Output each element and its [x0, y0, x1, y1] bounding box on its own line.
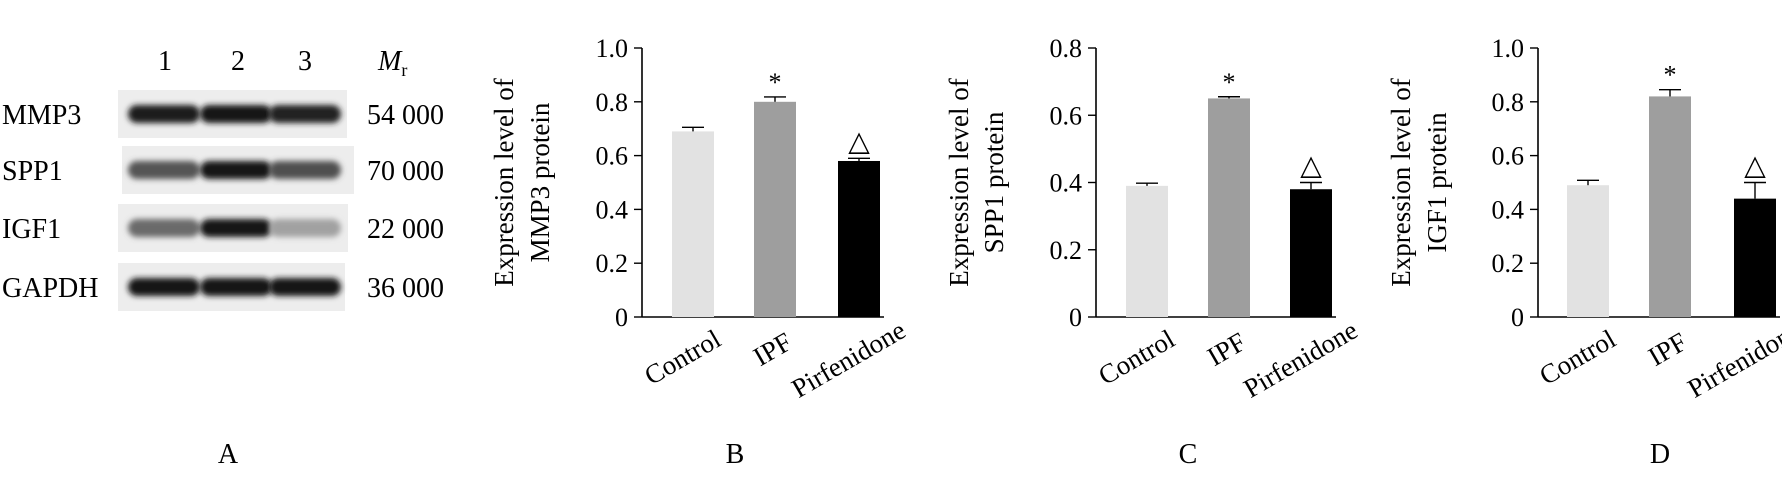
protein-label-spp1: SPP1	[2, 156, 63, 187]
y-tick-label: 0.2	[1050, 236, 1083, 265]
protein-label-mmp3: MMP3	[2, 100, 81, 131]
band-spp1-lane-1	[128, 161, 200, 179]
y-axis-label-line-2: MMP3 protein	[525, 102, 555, 262]
mr-value-igf1: 22 000	[367, 214, 444, 245]
mr-value-mmp3: 54 000	[367, 100, 444, 131]
significance-triangle: △	[1744, 151, 1766, 182]
bar-control	[672, 131, 714, 317]
bar-ipf	[754, 101, 796, 317]
y-tick-label: 0.2	[1492, 249, 1525, 278]
y-tick-label: 0.8	[1050, 34, 1083, 63]
significance-triangle: △	[848, 126, 870, 157]
significance-star: *	[1664, 61, 1677, 90]
band-gapdh-lane-3	[269, 278, 341, 296]
mr-value-spp1: 70 000	[367, 156, 444, 187]
category-label-ipf: IPF	[1643, 326, 1692, 371]
lane-label-2: 2	[231, 46, 245, 77]
panel-label-a: A	[218, 439, 239, 470]
y-tick-label: 0	[615, 303, 628, 332]
band-igf1-lane-2	[200, 219, 272, 237]
y-tick-label: 0.4	[596, 195, 629, 224]
y-axis-label-line-2: IGF1 protein	[1422, 112, 1452, 253]
igf1-bar-chart: 0 0.2 0.4 0.6 0.8 1.0 Expression level of IGF1 …	[1386, 34, 1782, 404]
bar-ipf	[1649, 96, 1691, 317]
bar-control	[1567, 185, 1609, 317]
y-tick-label: 0.4	[1492, 195, 1525, 224]
bar-pirfenidone	[1734, 198, 1776, 317]
mmp3-bar-chart: 0 0.2 0.4 0.6 0.8 1.0 Expression level of MMP3 …	[489, 34, 911, 404]
y-tick-label: 0.2	[596, 249, 629, 278]
mr-subscript: r	[401, 60, 407, 80]
y-tick-label: 1.0	[596, 34, 629, 63]
y-tick-label: 1.0	[1492, 34, 1525, 63]
y-tick-label: 0.4	[1050, 169, 1083, 198]
category-label-ipf: IPF	[1202, 326, 1251, 371]
blot-rows: MMP3 54 000 SPP1 70 000 IGF1 22 000 GAPDH 36 00…	[2, 90, 444, 311]
spp1-bar-chart: 0 0.2 0.4 0.6 0.8 Expression level of SPP1 pro…	[944, 34, 1363, 404]
band-mmp3-lane-2	[200, 105, 272, 123]
y-tick-label: 0.6	[596, 142, 629, 171]
mr-value-gapdh: 36 000	[367, 273, 444, 304]
mr-header: Mr	[377, 46, 407, 80]
western-blot-panel: 1 2 3 Mr MMP3 54 000 SPP1 70 000 IGF1 22 000 G…	[2, 46, 444, 470]
band-igf1-lane-3	[269, 219, 341, 237]
protein-label-gapdh: GAPDH	[2, 273, 98, 304]
bar-pirfenidone	[838, 160, 880, 317]
category-label-control: Control	[1093, 324, 1179, 391]
band-igf1-lane-1	[128, 219, 200, 237]
category-label-control: Control	[1534, 324, 1620, 391]
y-tick-label: 0.8	[596, 88, 629, 117]
mr-label: M	[377, 46, 403, 77]
significance-star: *	[769, 68, 782, 97]
band-spp1-lane-3	[269, 161, 341, 179]
y-axis-label-line-1: Expression level of	[944, 78, 974, 286]
y-tick-label: 0	[1069, 303, 1082, 332]
lane-label-1: 1	[158, 46, 172, 77]
bar-ipf	[1208, 98, 1250, 317]
category-label-pirfenidone: Pirfenidone	[1238, 315, 1362, 404]
y-tick-label: 0.8	[1492, 88, 1525, 117]
y-tick-label: 0.6	[1050, 101, 1083, 130]
category-label-ipf: IPF	[748, 326, 797, 371]
band-spp1-lane-2	[200, 161, 272, 179]
category-label-pirfenidone: Pirfenidone	[786, 315, 910, 404]
band-gapdh-lane-2	[200, 278, 272, 296]
band-mmp3-lane-1	[128, 105, 200, 123]
category-label-control: Control	[639, 324, 725, 391]
band-mmp3-lane-3	[269, 105, 341, 123]
bar-control	[1126, 185, 1168, 317]
band-gapdh-lane-1	[128, 278, 200, 296]
panel-label-d: D	[1650, 439, 1670, 470]
panel-label-b: B	[726, 439, 745, 470]
y-tick-label: 0	[1511, 303, 1524, 332]
significance-star: *	[1223, 68, 1236, 97]
significance-triangle: △	[1300, 151, 1322, 182]
category-label-pirfenidone: Pirfenidone	[1682, 315, 1782, 404]
y-axis-label-line-2: SPP1 protein	[979, 111, 1009, 253]
y-axis-label-line-1: Expression level of	[489, 78, 519, 286]
y-tick-label: 0.6	[1492, 142, 1525, 171]
panel-label-c: C	[1179, 439, 1198, 470]
y-axis-label-line-1: Expression level of	[1386, 78, 1416, 286]
bar-pirfenidone	[1290, 189, 1332, 317]
protein-label-igf1: IGF1	[2, 214, 61, 245]
lane-label-3: 3	[298, 46, 312, 77]
